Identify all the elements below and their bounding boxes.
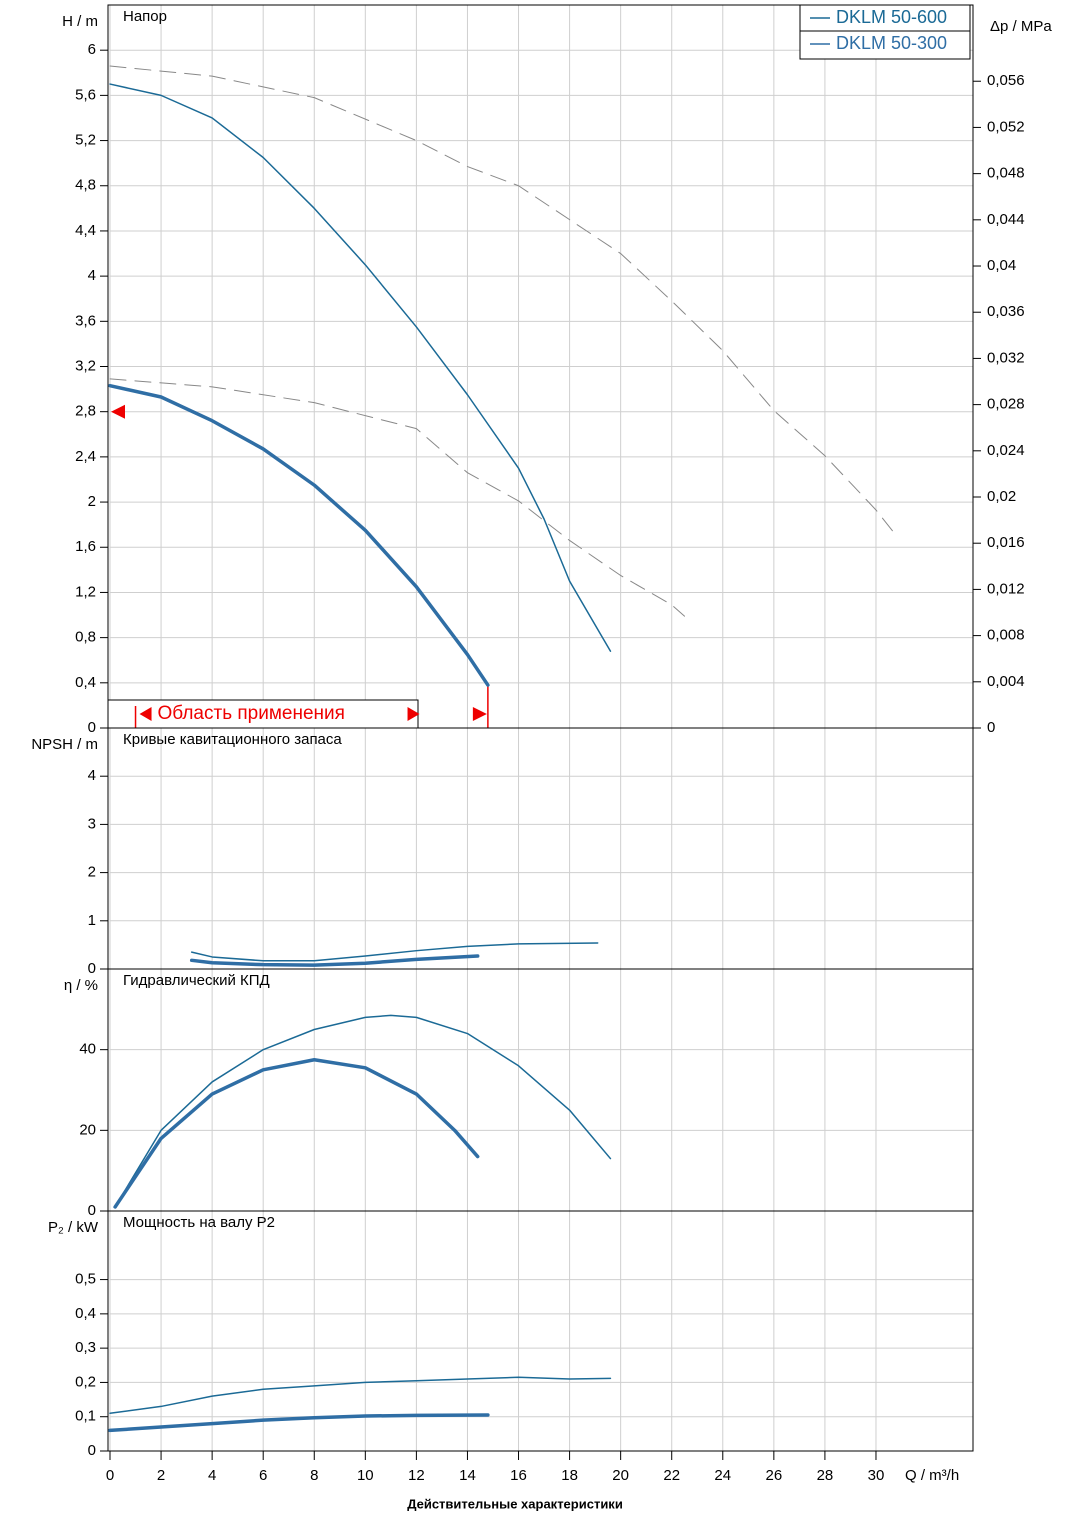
y2-tick-label: 0,02	[987, 488, 1016, 505]
y2-tick-label: 0,004	[987, 673, 1025, 690]
y-tick-label: 4	[88, 767, 96, 784]
x-tick-label: 14	[459, 1467, 476, 1484]
y2-tick-label: 0	[987, 719, 995, 736]
y-tick-label: 0	[88, 719, 96, 736]
series-line	[109, 1376, 612, 1415]
panel-frame	[107, 1210, 974, 1452]
y-tick-label: 1	[88, 912, 96, 929]
annotation: Область применения	[158, 703, 345, 724]
series-line	[109, 83, 612, 652]
y-tick-label: 2	[88, 864, 96, 881]
y-tick-label: 2,4	[75, 448, 96, 465]
range-arrow	[139, 707, 152, 721]
x-tick-label: 2	[157, 1467, 165, 1484]
y-tick-label: 0	[88, 960, 96, 977]
legend-box	[799, 4, 971, 60]
y-tick-label: 0,5	[75, 1271, 96, 1288]
x-tick-label: 22	[663, 1467, 680, 1484]
y-tick-label: 2,8	[75, 403, 96, 420]
y2-tick-label: 0,048	[987, 165, 1025, 182]
y2-tick-label: 0,016	[987, 534, 1025, 551]
max-head-marker	[111, 404, 125, 419]
y-tick-label: 4	[88, 267, 96, 284]
y-tick-label: 0,4	[75, 674, 96, 691]
range-box	[107, 699, 419, 729]
series-line	[109, 378, 685, 617]
y2-tick-label: 0,012	[987, 580, 1025, 597]
range-end-arrow	[472, 707, 487, 721]
y-tick-label: 1,2	[75, 583, 96, 600]
legend-label: DKLM 50-300	[836, 33, 947, 53]
x-tick-label: 12	[408, 1467, 425, 1484]
y-tick-label: 3,6	[75, 312, 96, 329]
x-tick-label: 30	[868, 1467, 885, 1484]
panel-title: Мощность на валу P2	[123, 1214, 275, 1231]
panel-frame	[107, 968, 974, 1212]
y-tick-label: 0,3	[75, 1339, 96, 1356]
panel-title: Напор	[123, 8, 167, 25]
y-tick-label: 3	[88, 815, 96, 832]
y2-axis-label: Δp / MPa	[990, 18, 1052, 35]
y-axis-label: H / m	[62, 13, 98, 30]
y-tick-label: 0,1	[75, 1408, 96, 1425]
x-tick-label: 20	[612, 1467, 629, 1484]
y2-tick-label: 0,056	[987, 72, 1025, 89]
panel-frame	[107, 727, 974, 970]
panel-title: Гидравлический КПД	[123, 972, 270, 989]
y-tick-label: 0	[88, 1442, 96, 1459]
x-tick-label: 24	[714, 1467, 731, 1484]
x-tick-label: 4	[208, 1467, 216, 1484]
y-tick-label: 5,2	[75, 132, 96, 149]
y-tick-label: 40	[79, 1041, 96, 1058]
legend-label: DKLM 50-600	[836, 7, 947, 27]
y-tick-label: 5,6	[75, 86, 96, 103]
y-tick-label: 0	[88, 1202, 96, 1219]
range-arrow	[407, 707, 420, 721]
y2-tick-label: 0,052	[987, 118, 1025, 135]
y2-tick-label: 0,028	[987, 396, 1025, 413]
x-tick-label: 10	[357, 1467, 374, 1484]
y-tick-label: 20	[79, 1121, 96, 1138]
y-tick-label: 6	[88, 41, 96, 58]
x-tick-label: 16	[510, 1467, 527, 1484]
x-tick-label: 18	[561, 1467, 578, 1484]
y2-tick-label: 0,008	[987, 627, 1025, 644]
x-tick-label: 6	[259, 1467, 267, 1484]
series-line	[190, 942, 599, 962]
series-line	[114, 1014, 612, 1208]
y-tick-label: 0,8	[75, 629, 96, 646]
x-tick-label: 26	[766, 1467, 783, 1484]
y2-tick-label: 0,032	[987, 349, 1025, 366]
y-tick-label: 3,2	[75, 357, 96, 374]
y-tick-label: 0,2	[75, 1373, 96, 1390]
panel-title: Кривые кавитационного запаса	[123, 731, 342, 748]
y-axis-label: P₂ / kW	[48, 1219, 99, 1236]
series-line	[108, 1413, 490, 1433]
series-line	[113, 1058, 480, 1209]
y-tick-label: 1,6	[75, 538, 96, 555]
series-line	[189, 954, 480, 967]
y-tick-label: 4,4	[75, 222, 96, 239]
series-line	[108, 383, 490, 687]
y2-tick-label: 0,024	[987, 442, 1025, 459]
y-tick-label: 0,4	[75, 1305, 96, 1322]
y2-tick-label: 0,036	[987, 303, 1025, 320]
y-tick-label: 2	[88, 493, 96, 510]
x-tick-label: 8	[310, 1467, 318, 1484]
y-tick-label: 4,8	[75, 177, 96, 194]
series-line	[109, 65, 895, 534]
y2-tick-label: 0,04	[987, 257, 1016, 274]
x-tick-label: 28	[817, 1467, 834, 1484]
x-tick-label: 0	[106, 1467, 114, 1484]
y2-tick-label: 0,044	[987, 211, 1025, 228]
y-axis-label: η / %	[64, 977, 98, 994]
x-axis-label: Q / m³/h	[905, 1467, 959, 1484]
caption: Действительные характеристики	[407, 1496, 623, 1511]
y-axis-label: NPSH / m	[31, 736, 98, 753]
